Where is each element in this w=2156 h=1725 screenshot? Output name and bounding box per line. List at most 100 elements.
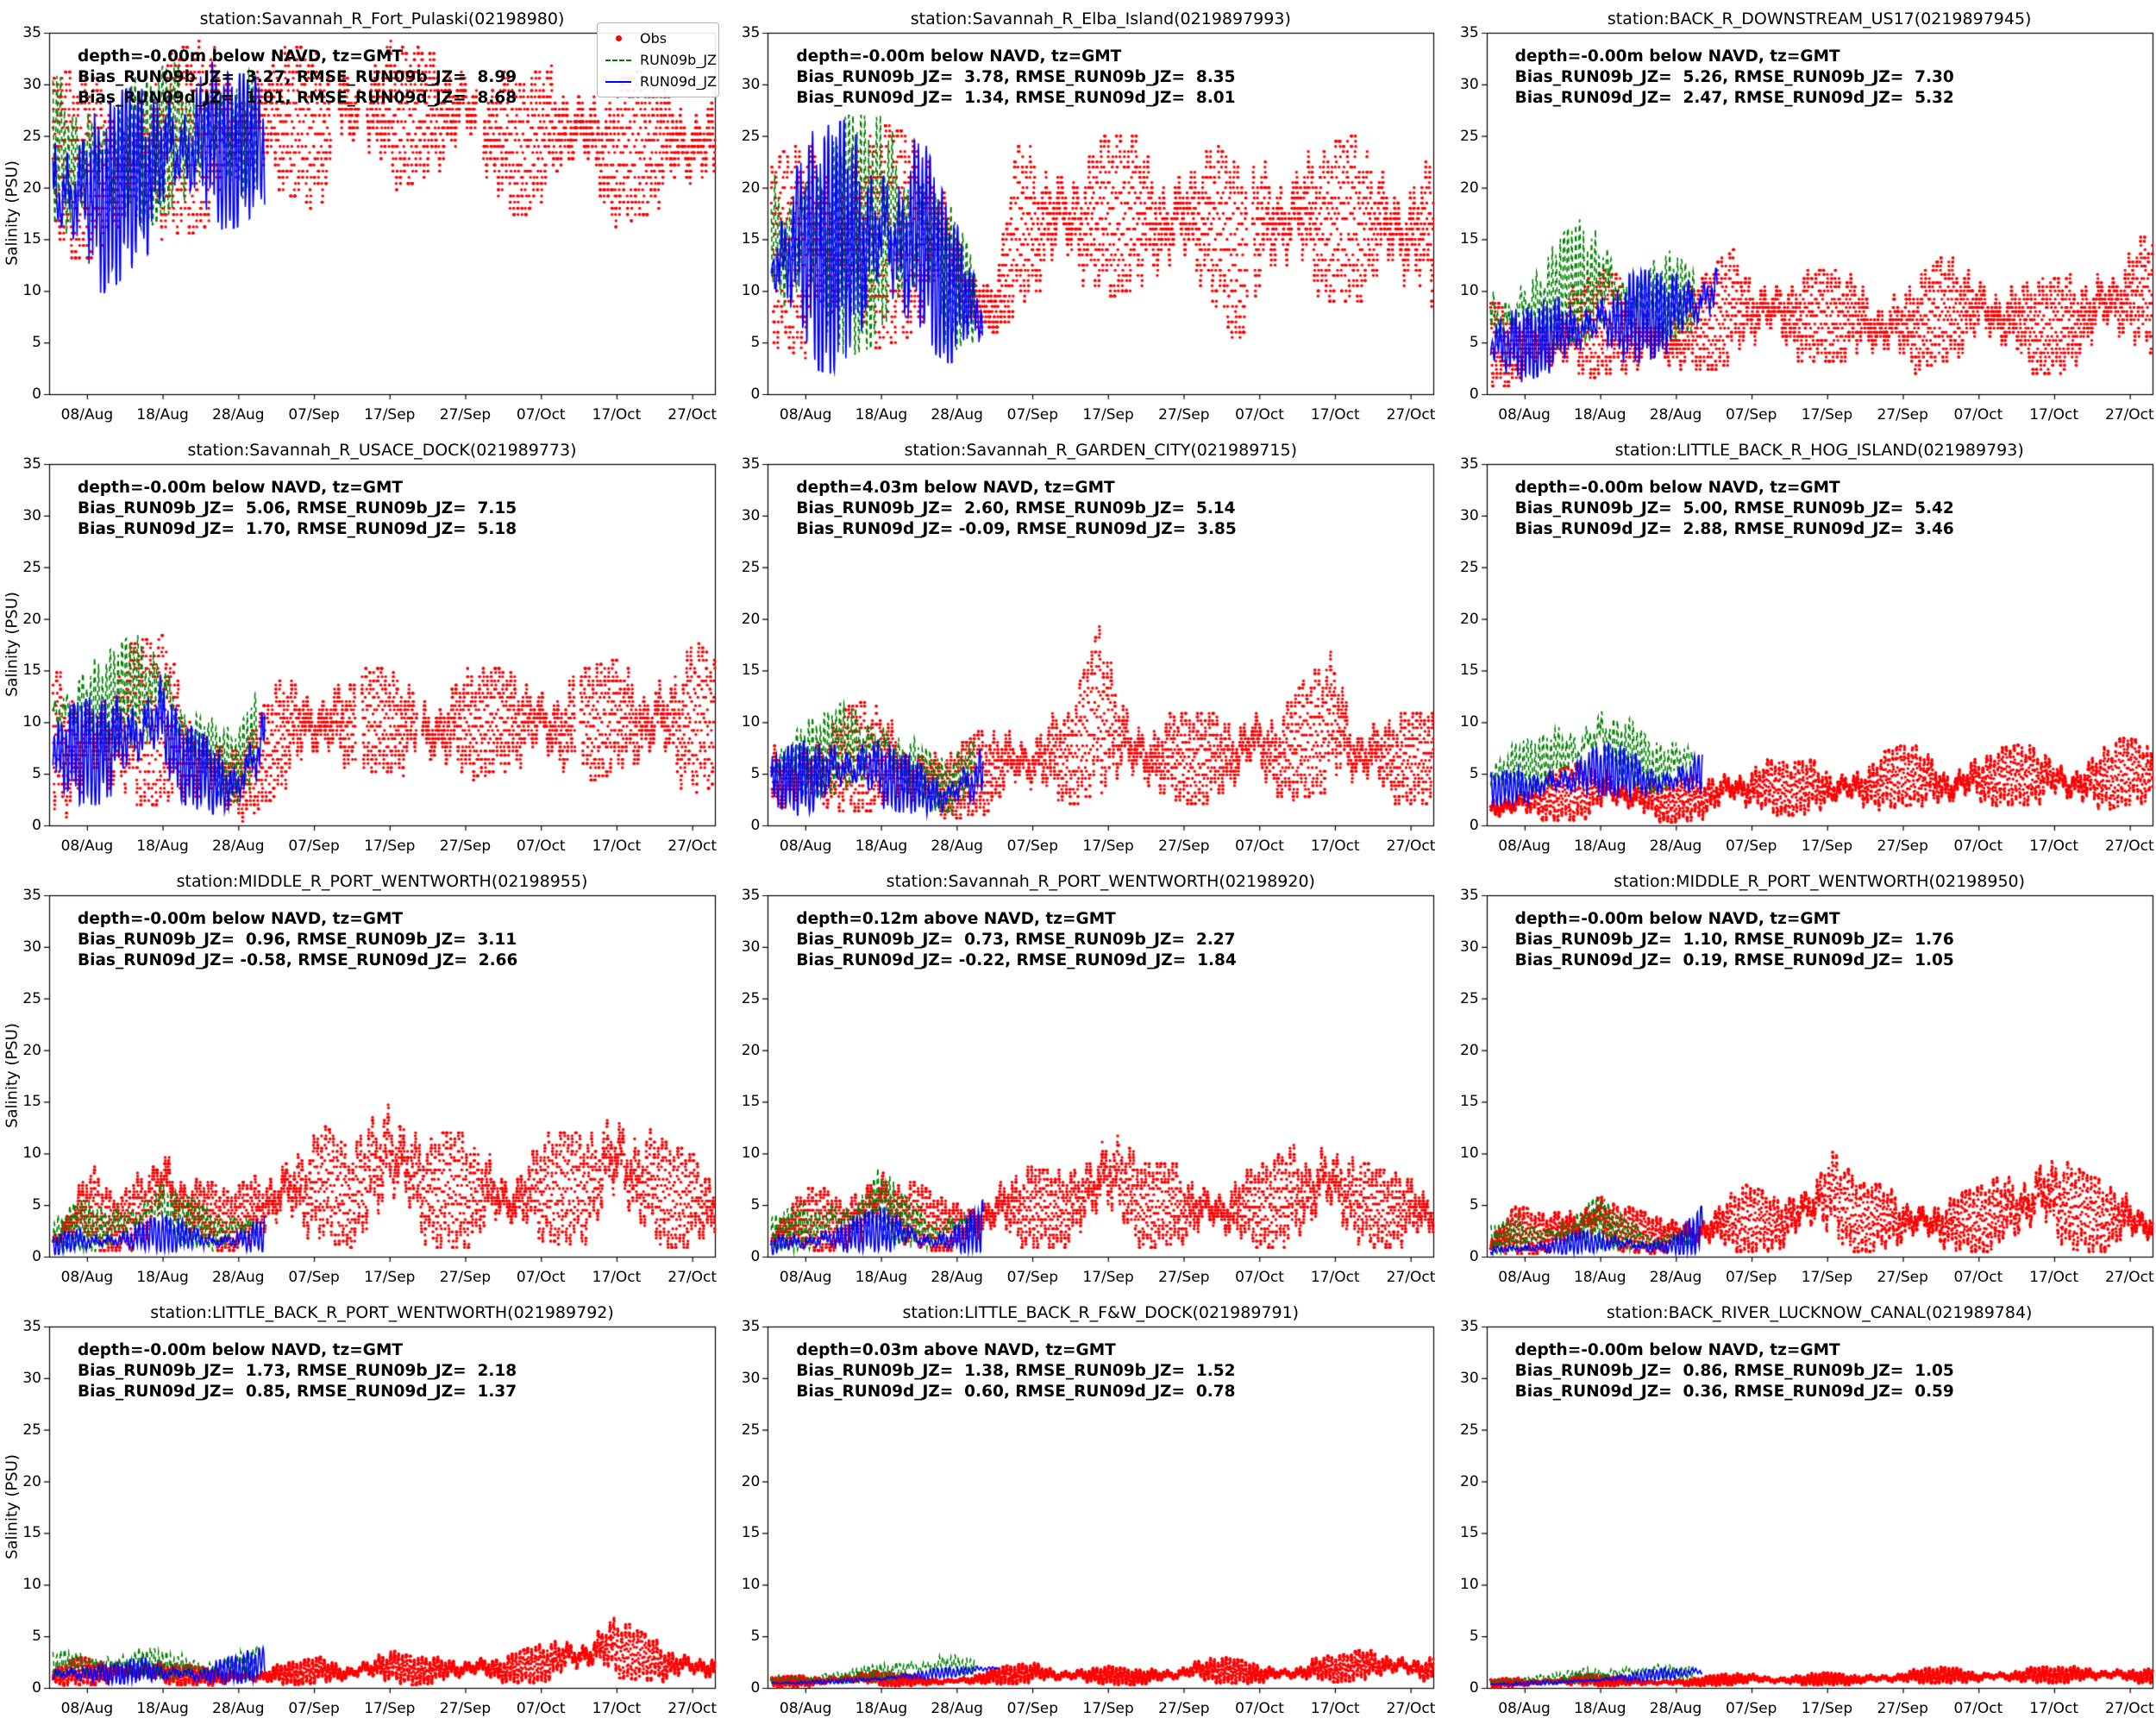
x-tick-label: 28/Aug [931, 1700, 983, 1717]
y-tick-label: 10 [741, 282, 761, 300]
x-tick-label: 27/Sep [439, 837, 492, 855]
y-tick-label: 5 [1469, 765, 1479, 783]
x-tick-label: 27/Oct [667, 1700, 718, 1717]
x-tick-label: 08/Aug [60, 406, 114, 423]
y-tick-label: 5 [1469, 1628, 1479, 1646]
x-tick-label: 27/Sep [1877, 1269, 1928, 1286]
x-axis-ticks: 08/Aug 18/Aug 28/Aug 07/Sep 17/Sep 27/Sep 07/O… [718, 431, 1437, 862]
y-tick-label: 25 [22, 1421, 41, 1439]
x-tick-label: 28/Aug [212, 406, 265, 423]
x-tick-label: 07/Sep [1725, 1700, 1777, 1717]
subplot-middle-r-port-wentworth-55: station:MIDDLE_R_PORT_WENTWORTH(02198955… [0, 862, 719, 1294]
x-tick-label: 28/Aug [931, 406, 983, 423]
plot-canvas [0, 431, 719, 862]
x-axis-ticks: 08/Aug 18/Aug 28/Aug 07/Sep 17/Sep 27/Sep 07/O… [0, 431, 718, 862]
x-tick-label: 08/Aug [60, 1700, 114, 1717]
plot-canvas [718, 431, 1438, 862]
plot-title: station:LITTLE_BACK_R_PORT_WENTWORTH(021… [150, 1303, 614, 1322]
x-tick-label: 17/Sep [1801, 406, 1853, 423]
plot-canvas [1437, 431, 2156, 862]
x-tick-label: 27/Sep [1158, 406, 1210, 423]
x-tick-label: 18/Aug [855, 1269, 908, 1286]
y-tick-label: 20 [22, 1041, 41, 1059]
y-tick-label: 35 [22, 455, 41, 473]
x-tick-label: 17/Oct [592, 1700, 642, 1717]
y-axis-ticks: 0 5 10 15 20 25 30 35 [0, 0, 41, 431]
x-tick-label: 07/Oct [516, 837, 566, 855]
subplot-fw-dock: station:LITTLE_BACK_R_F&W_DOCK(021989791… [718, 1294, 1438, 1725]
x-tick-label: 08/Aug [1498, 406, 1551, 423]
x-tick-label: 17/Oct [1310, 1700, 1360, 1717]
y-tick-label: 0 [32, 1248, 41, 1265]
x-tick-label: 27/Oct [1386, 837, 1436, 855]
x-tick-label: 07/Oct [1235, 1269, 1284, 1286]
x-axis-ticks: 08/Aug 18/Aug 28/Aug 07/Sep 17/Sep 27/Sep 07/O… [0, 1294, 718, 1725]
plot-annotation: depth=-0.00m below NAVD, tz=GMT Bias_RUN0… [1515, 909, 1954, 971]
x-tick-label: 08/Aug [779, 1269, 832, 1286]
legend-label: RUN09b_JZ [640, 52, 717, 68]
y-tick-label: 5 [1469, 1196, 1479, 1214]
x-tick-label: 07/Oct [516, 1269, 566, 1286]
y-tick-label: 0 [32, 817, 41, 834]
x-tick-label: 27/Sep [439, 1700, 492, 1717]
plot-canvas [1437, 862, 2156, 1294]
annotation-line: Bias_RUN09b_JZ= 3.27, RMSE_RUN09b_JZ= 8.… [78, 68, 517, 86]
x-tick-label: 18/Aug [136, 1269, 189, 1286]
y-tick-label: 20 [1460, 1041, 1479, 1059]
x-tick-label: 07/Oct [516, 406, 566, 423]
run09d-line-icon [605, 80, 632, 83]
y-tick-label: 0 [1469, 386, 1479, 403]
y-tick-label: 30 [1460, 1369, 1479, 1387]
x-tick-label: 17/Sep [1801, 837, 1853, 855]
x-tick-label: 27/Sep [439, 406, 492, 423]
y-tick-label: 10 [22, 713, 41, 731]
plot-annotation: depth=-0.00m below NAVD, tz=GMT Bias_RUN0… [1515, 47, 1954, 109]
x-tick-label: 17/Oct [2029, 1269, 2078, 1286]
y-tick-label: 30 [741, 75, 761, 93]
y-tick-label: 15 [1460, 1093, 1479, 1111]
x-tick-label: 28/Aug [212, 1269, 265, 1286]
y-tick-label: 15 [22, 230, 41, 248]
y-tick-label: 5 [750, 1196, 761, 1214]
legend-item: Obs [605, 28, 711, 49]
x-tick-label: 07/Oct [1953, 1700, 2003, 1717]
y-tick-label: 5 [750, 334, 761, 352]
y-tick-label: 30 [1460, 938, 1479, 956]
x-tick-label: 27/Oct [667, 1269, 718, 1286]
y-tick-label: 15 [22, 1524, 41, 1542]
plot-annotation: depth=-0.00m below NAVD, tz=GMT Bias_RUN0… [78, 47, 517, 109]
x-tick-label: 07/Oct [1953, 406, 2003, 423]
plot-title: station:Savannah_R_PORT_WENTWORTH(021989… [886, 872, 1315, 891]
x-tick-label: 27/Oct [667, 406, 718, 423]
y-tick-label: 20 [741, 610, 761, 628]
y-axis-ticks: 0 5 10 15 20 25 30 35 [1438, 431, 1479, 862]
annotation-line: depth=-0.00m below NAVD, tz=GMT [78, 47, 403, 66]
y-tick-label: 5 [750, 1628, 761, 1646]
x-tick-label: 17/Oct [2029, 837, 2078, 855]
run09b-dash-icon [605, 59, 632, 61]
x-tick-label: 27/Oct [2104, 406, 2154, 423]
plot-title: station:MIDDLE_R_PORT_WENTWORTH(02198950… [1614, 872, 2026, 891]
annotation-line: Bias_RUN09d_JZ= -0.22, RMSE_RUN09d_JZ= 1… [796, 951, 1237, 969]
x-tick-label: 07/Sep [1006, 1269, 1059, 1286]
y-tick-label: 30 [22, 938, 41, 956]
y-tick-label: 20 [1460, 1472, 1479, 1490]
x-tick-label: 07/Oct [516, 1700, 566, 1717]
x-tick-label: 08/Aug [60, 1269, 114, 1286]
y-tick-label: 10 [741, 1576, 761, 1594]
x-tick-label: 07/Sep [288, 1700, 340, 1717]
plot-canvas [0, 1294, 719, 1725]
y-tick-label: 30 [22, 1369, 41, 1387]
y-tick-label: 20 [22, 1472, 41, 1490]
annotation-line: depth=4.03m below NAVD, tz=GMT [796, 479, 1115, 497]
plot-canvas [0, 862, 719, 1294]
y-tick-label: 35 [741, 455, 761, 473]
x-tick-label: 27/Sep [439, 1269, 492, 1286]
x-axis-ticks: 08/Aug 18/Aug 28/Aug 07/Sep 17/Sep 27/Sep 07/O… [1438, 0, 2156, 431]
plot-annotation: depth=-0.00m below NAVD, tz=GMT Bias_RUN0… [78, 1340, 517, 1402]
x-tick-label: 27/Sep [1877, 837, 1928, 855]
subplot-lucknow-canal: station:BACK_RIVER_LUCKNOW_CANAL(0219897… [1437, 1294, 2156, 1725]
x-axis-ticks: 08/Aug 18/Aug 28/Aug 07/Sep 17/Sep 27/Sep 07/O… [718, 1294, 1437, 1725]
subplot-savannah-r-port-wentworth: station:Savannah_R_PORT_WENTWORTH(021989… [718, 862, 1438, 1294]
y-tick-label: 30 [22, 75, 41, 93]
